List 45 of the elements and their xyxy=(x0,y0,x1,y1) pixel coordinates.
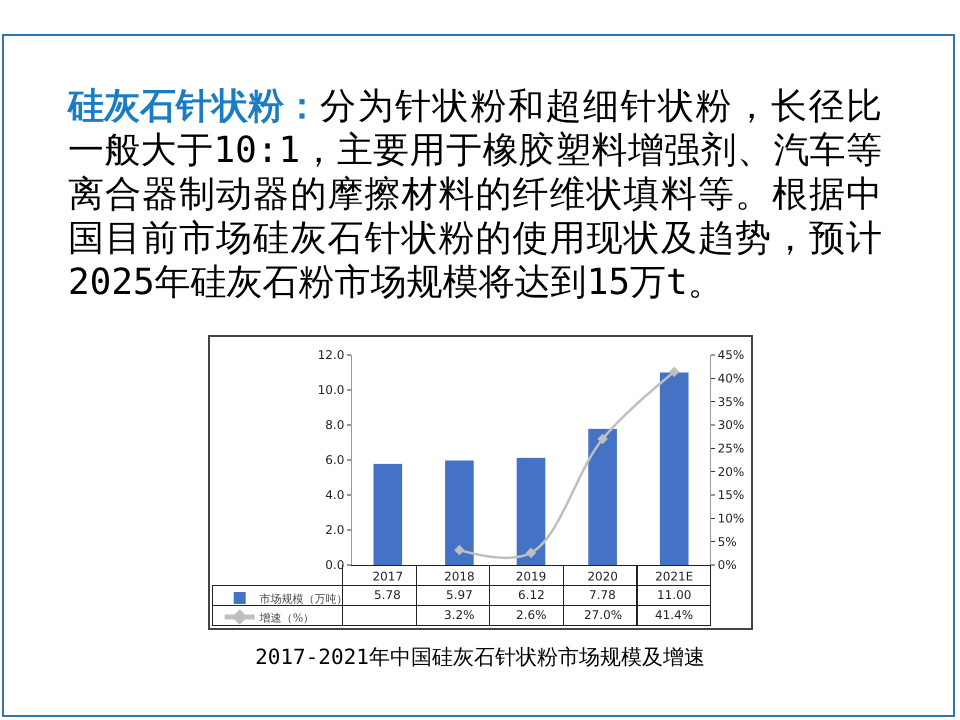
data-label: 11.00 xyxy=(657,588,692,602)
data-label: 5.78 xyxy=(374,588,401,602)
data-label: 2.6% xyxy=(516,608,546,622)
x-tick-label: 2017 xyxy=(372,570,404,584)
y2-tick-label: 5% xyxy=(718,534,737,549)
y-tick-label: 10.0 xyxy=(318,383,344,398)
y-tick-label: 2.0 xyxy=(325,523,344,538)
bar xyxy=(660,372,689,565)
text: 一般大于10:1，主要用于橡胶塑料增强剂、汽车等离合器制动器的摩擦材料的纤维状填料等。根据中国目前市场硅灰石针状粉的使用现状及趋势，预计2025年硅灰石粉市场规模将达到15万t。 xyxy=(68,129,882,305)
bar xyxy=(445,460,474,565)
y-tick-label: 8.0 xyxy=(325,418,344,432)
y2-tick-label: 10% xyxy=(718,512,744,526)
text: 分为针状粉和超细针状粉，长径比 xyxy=(320,85,882,129)
data-label: 5.97 xyxy=(446,588,473,602)
data-label: 7.78 xyxy=(589,588,616,602)
x-tick-label: 2020 xyxy=(587,570,618,584)
y2-tick-label: 20% xyxy=(718,464,744,479)
y2-tick-label: 35% xyxy=(718,394,744,409)
bar xyxy=(516,458,546,565)
bar xyxy=(373,464,402,565)
y2-tick-label: 15% xyxy=(718,488,744,502)
point xyxy=(597,434,608,444)
y2-tick-label: 45% xyxy=(718,348,744,362)
y-tick-label: 12.0 xyxy=(318,348,344,362)
legend-label: 增速（%） xyxy=(258,611,314,624)
point xyxy=(669,366,680,377)
data-label: 6.12 xyxy=(518,588,545,602)
point xyxy=(526,548,536,558)
text: 硅灰石针状粉： xyxy=(68,85,320,129)
y2-tick-label: 0% xyxy=(718,558,737,572)
x-tick-label: 2019 xyxy=(516,570,546,584)
bar xyxy=(588,428,617,565)
y2-tick-label: 30% xyxy=(718,418,744,432)
y2-tick-label: 40% xyxy=(718,372,744,386)
legend-label: 市场规模（万吨） xyxy=(260,592,348,606)
x-tick-label: 2021E xyxy=(655,570,694,584)
data-label: 3.2% xyxy=(444,608,474,622)
y2-tick-label: 25% xyxy=(718,442,744,456)
point xyxy=(454,544,465,556)
x-tick-label: 2018 xyxy=(444,570,475,584)
data-label: 41.4% xyxy=(655,608,694,622)
data-label: 27.0% xyxy=(584,608,622,622)
y-tick-label: 4.0 xyxy=(325,488,344,502)
text: 2017-2021年中国硅灰石针状粉市场规模及增速 xyxy=(254,644,706,671)
y-tick-label: 6.0 xyxy=(325,453,344,468)
